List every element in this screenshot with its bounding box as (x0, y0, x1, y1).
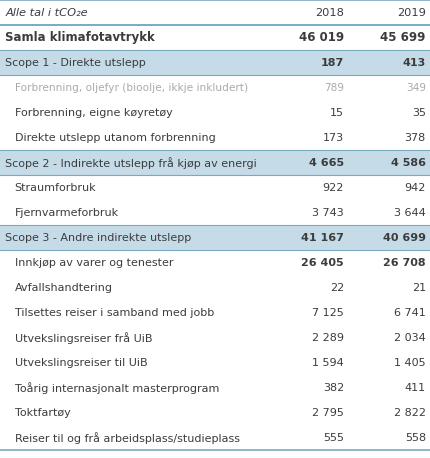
Bar (0, 50, 430, 75)
Text: 7 125: 7 125 (311, 308, 343, 318)
Text: 4 586: 4 586 (390, 158, 425, 168)
Text: 349: 349 (405, 82, 425, 93)
Text: 413: 413 (402, 58, 425, 68)
Text: Toktfartøy: Toktfartøy (15, 408, 70, 418)
Bar (0, 225, 430, 250)
Text: 2019: 2019 (396, 7, 425, 17)
Text: 2 795: 2 795 (311, 408, 343, 418)
Bar (0, 376, 430, 400)
Text: Reiser til og frå arbeidsplass/studieplass: Reiser til og frå arbeidsplass/studiepla… (15, 432, 239, 444)
Text: Straumforbruk: Straumforbruk (15, 183, 96, 193)
Bar (0, 175, 430, 200)
Text: Scope 2 - Indirekte utslepp frå kjøp av energi: Scope 2 - Indirekte utslepp frå kjøp av … (5, 157, 256, 169)
Bar (0, 300, 430, 325)
Text: Fjernvarmeforbruk: Fjernvarmeforbruk (15, 208, 119, 218)
Bar (0, 150, 430, 175)
Text: 173: 173 (322, 133, 343, 142)
Text: 789: 789 (323, 82, 343, 93)
Text: 46 019: 46 019 (298, 31, 343, 44)
Text: Samla klimafotavtrykk: Samla klimafotavtrykk (5, 31, 154, 44)
Text: 187: 187 (320, 58, 343, 68)
Text: 411: 411 (404, 383, 425, 393)
Text: 4 665: 4 665 (308, 158, 343, 168)
Text: Direkte utslepp utanom forbrenning: Direkte utslepp utanom forbrenning (15, 133, 215, 142)
Text: Innkjøp av varer og tenester: Innkjøp av varer og tenester (15, 258, 173, 268)
Text: 382: 382 (322, 383, 343, 393)
Text: Utvekslingsreiser frå UiB: Utvekslingsreiser frå UiB (15, 332, 152, 344)
Text: 15: 15 (329, 108, 343, 118)
Text: 2 034: 2 034 (393, 333, 425, 343)
Text: Scope 3 - Andre indirekte utslepp: Scope 3 - Andre indirekte utslepp (5, 233, 191, 243)
Text: 6 741: 6 741 (393, 308, 425, 318)
Text: 2 289: 2 289 (311, 333, 343, 343)
Text: 942: 942 (403, 183, 425, 193)
Bar (0, 275, 430, 300)
Bar (0, 100, 430, 125)
Bar (0, 350, 430, 376)
Text: 41 167: 41 167 (301, 233, 343, 243)
Text: 3 743: 3 743 (311, 208, 343, 218)
Bar (0, 400, 430, 425)
Text: Utvekslingsreiser til UiB: Utvekslingsreiser til UiB (15, 358, 147, 368)
Bar (0, 425, 430, 451)
Text: 45 699: 45 699 (380, 31, 425, 44)
Text: 1 405: 1 405 (393, 358, 425, 368)
Text: 2 822: 2 822 (393, 408, 425, 418)
Text: 3 644: 3 644 (393, 208, 425, 218)
Text: Forbrenning, oljefyr (bioolje, ikkje inkludert): Forbrenning, oljefyr (bioolje, ikkje ink… (15, 82, 247, 93)
Bar (0, 200, 430, 225)
Text: 21: 21 (411, 283, 425, 293)
Text: 26 708: 26 708 (382, 258, 425, 268)
Bar (0, 325, 430, 350)
Text: Alle tal i tCO₂e: Alle tal i tCO₂e (5, 7, 88, 17)
Text: Toårig internasjonalt masterprogram: Toårig internasjonalt masterprogram (15, 382, 218, 394)
Text: 22: 22 (329, 283, 343, 293)
Text: Scope 1 - Direkte utslepp: Scope 1 - Direkte utslepp (5, 58, 146, 68)
Text: 558: 558 (404, 433, 425, 443)
Text: 1 594: 1 594 (311, 358, 343, 368)
Text: 555: 555 (322, 433, 343, 443)
Text: 26 405: 26 405 (301, 258, 343, 268)
Text: 2018: 2018 (314, 7, 343, 17)
Text: Forbrenning, eigne køyretøy: Forbrenning, eigne køyretøy (15, 108, 172, 118)
Text: 35: 35 (411, 108, 425, 118)
Bar (0, 25, 430, 50)
Text: Tilsettes reiser i samband med jobb: Tilsettes reiser i samband med jobb (15, 308, 213, 318)
Text: 40 699: 40 699 (382, 233, 425, 243)
Text: 378: 378 (404, 133, 425, 142)
Bar (0, 75, 430, 100)
Bar (0, 0, 430, 25)
Bar (0, 125, 430, 150)
Bar (0, 250, 430, 275)
Text: 922: 922 (322, 183, 343, 193)
Text: Avfallshandtering: Avfallshandtering (15, 283, 112, 293)
